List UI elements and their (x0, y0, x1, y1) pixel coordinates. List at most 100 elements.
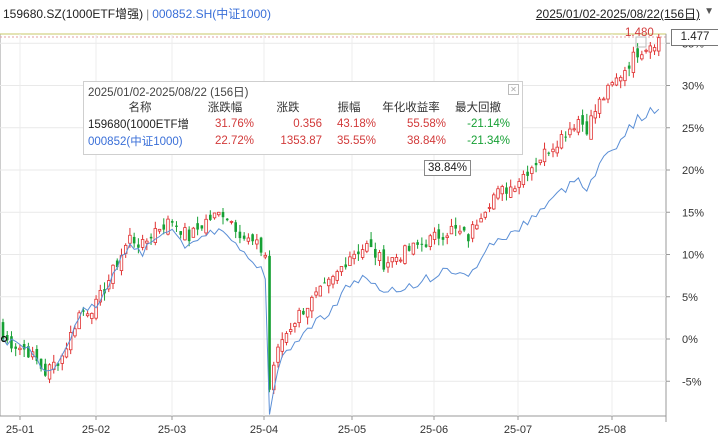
close-icon[interactable]: ✕ (508, 84, 519, 95)
candle-body (293, 323, 297, 327)
last-marker (635, 36, 647, 48)
candle-body (212, 212, 217, 219)
stats-row-index[interactable]: 000852(中证1000) 22.72% 1353.87 35.55% 38.… (84, 132, 510, 149)
candle-body (644, 49, 648, 52)
candle-body (508, 186, 513, 198)
candle-body (377, 252, 382, 262)
row-amplitude: 35.55% (336, 134, 376, 147)
candle-body (73, 328, 77, 337)
triangle-down-icon[interactable]: ▼ (704, 6, 714, 17)
candle-body (323, 282, 326, 284)
candle-body (386, 262, 390, 268)
candle-body (255, 239, 259, 245)
candle-body (204, 218, 208, 234)
candle-body (479, 218, 483, 223)
main-symbol[interactable]: 159680.SZ(1000ETF增强) (3, 7, 144, 21)
candle-body (140, 239, 145, 248)
candle-body (137, 244, 140, 248)
y-tick-label: 30% (682, 81, 704, 93)
candle-body (636, 48, 639, 58)
candle-body (22, 344, 26, 350)
candle-body (394, 257, 399, 262)
row-change-pct: 31.76% (214, 117, 254, 130)
candle-body (107, 280, 111, 290)
candle-body (297, 309, 301, 324)
candle-body (437, 229, 441, 239)
candle-body (200, 225, 204, 229)
candle-body (10, 336, 13, 349)
x-tick-label: 25-01 (6, 424, 34, 436)
candle-body (115, 260, 119, 268)
row-annual-return: 38.84% (406, 134, 446, 147)
candle-body (153, 228, 158, 243)
candle-body (251, 234, 254, 242)
candle-body (576, 119, 581, 133)
candle-body (538, 159, 543, 164)
candle-body (268, 255, 271, 390)
candle-body (132, 236, 136, 244)
y-tick-label: 25% (682, 123, 704, 135)
candle-body (369, 239, 373, 248)
candle-body (18, 347, 22, 351)
candle-body (98, 289, 103, 303)
candle-body (314, 291, 318, 296)
candle-body (572, 128, 576, 131)
row-amplitude: 43.18% (336, 117, 376, 130)
candle-body (467, 234, 470, 242)
candle-body (360, 249, 365, 258)
candle-body (585, 121, 589, 135)
y-tick-label: 10% (682, 250, 704, 262)
candle-body (517, 181, 521, 188)
candle-body (470, 224, 475, 239)
stats-row-etf[interactable]: 159680(1000ETF增 31.76% 0.356 43.18% 55.5… (84, 115, 510, 132)
col-name: 名称 (128, 101, 152, 114)
candle-body (458, 230, 462, 234)
candle-body (597, 98, 602, 114)
candle-body (420, 243, 424, 245)
candle-body (183, 227, 187, 241)
candle-body (246, 237, 251, 242)
candle-body (416, 242, 419, 245)
candle-body (90, 312, 94, 319)
candle-body (44, 363, 47, 376)
compare-symbol[interactable]: 000852.SH(中证1000) (152, 7, 271, 21)
candle-body (441, 237, 445, 240)
candle-body (602, 98, 606, 101)
candle-body (521, 173, 526, 186)
candle-body (492, 194, 496, 210)
candle-body (229, 220, 234, 223)
candle-body (234, 222, 237, 232)
candle-body (60, 355, 64, 364)
candle-body (217, 211, 221, 216)
symbol-title: 159680.SZ(1000ETF增强) | 000852.SH(中证1000) (3, 5, 271, 22)
row-name: 000852(中证1000) (88, 135, 183, 148)
candle-body (175, 225, 178, 227)
candle-body (162, 224, 166, 230)
candle-body (403, 245, 407, 264)
candle-body (179, 231, 182, 235)
row-change-pct: 22.72% (214, 134, 254, 147)
candle-body (64, 348, 69, 358)
current-price-tag: 1.477 (671, 29, 718, 46)
row-name: 159680(1000ETF增 (88, 118, 190, 131)
col-change-pct: 涨跌幅 (207, 101, 243, 114)
title-separator: | (146, 7, 150, 21)
candle-body (648, 45, 653, 53)
candle-body (500, 186, 504, 195)
candle-body (14, 346, 17, 349)
candle-body (449, 225, 454, 235)
row-change: 1353.87 (280, 134, 322, 147)
y-tick-label: 5% (682, 292, 698, 304)
candle-body (56, 363, 60, 366)
candle-body (564, 136, 567, 138)
candle-body (327, 278, 331, 287)
candle-body (1, 322, 5, 340)
date-range-selector[interactable]: 2025/01/02-2025/08/22(156日) (535, 7, 700, 21)
candle-body (424, 244, 428, 247)
candle-body (483, 211, 488, 218)
candle-body (610, 82, 614, 86)
candle-body (209, 214, 212, 220)
candle-body (652, 47, 657, 52)
candle-body (331, 276, 335, 285)
